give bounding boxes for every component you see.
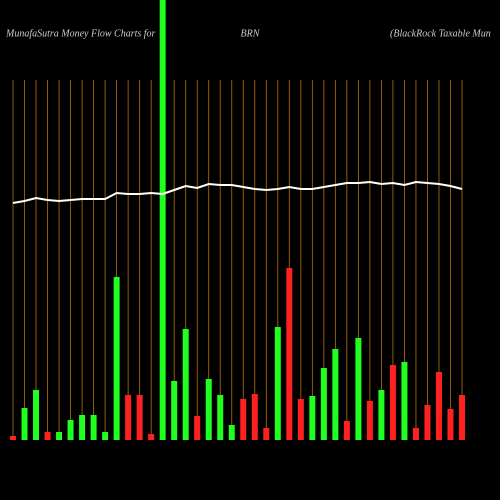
bar bbox=[136, 395, 143, 440]
bar bbox=[355, 338, 362, 440]
chart-subtitle: (BlackRock Taxable Mun bbox=[390, 28, 491, 39]
bar bbox=[274, 327, 281, 440]
bar bbox=[343, 421, 350, 440]
bar bbox=[148, 434, 155, 440]
bar bbox=[320, 368, 327, 440]
bar bbox=[125, 395, 132, 440]
chart-title: MunafaSutra Money Flow Charts for bbox=[5, 28, 156, 39]
bar bbox=[171, 381, 178, 440]
bar bbox=[263, 428, 270, 440]
bar bbox=[297, 399, 304, 440]
bar bbox=[10, 436, 16, 440]
bar bbox=[378, 390, 385, 440]
bar bbox=[332, 349, 339, 440]
bar bbox=[67, 420, 74, 440]
bar bbox=[424, 405, 431, 440]
bar bbox=[102, 432, 109, 440]
bar bbox=[217, 395, 224, 440]
bar bbox=[412, 428, 419, 440]
bar bbox=[228, 425, 235, 440]
bar bbox=[459, 395, 465, 440]
bar bbox=[309, 396, 316, 440]
bar bbox=[33, 390, 40, 440]
bar bbox=[447, 409, 454, 440]
bar bbox=[182, 329, 189, 440]
bar bbox=[401, 362, 408, 440]
bar bbox=[79, 415, 86, 440]
bar bbox=[159, 0, 166, 440]
bar bbox=[44, 432, 51, 440]
bar bbox=[251, 394, 258, 440]
bar bbox=[366, 401, 373, 440]
bar bbox=[194, 416, 201, 440]
flow-line bbox=[12, 180, 463, 204]
bar bbox=[389, 365, 396, 440]
bar bbox=[113, 277, 120, 440]
bar bbox=[90, 415, 97, 440]
bar bbox=[240, 399, 247, 440]
bar bbox=[435, 372, 442, 440]
ticker: BRN bbox=[241, 28, 261, 39]
bar bbox=[286, 268, 293, 440]
bar bbox=[21, 408, 28, 440]
bar bbox=[205, 379, 212, 440]
bar bbox=[56, 432, 63, 440]
